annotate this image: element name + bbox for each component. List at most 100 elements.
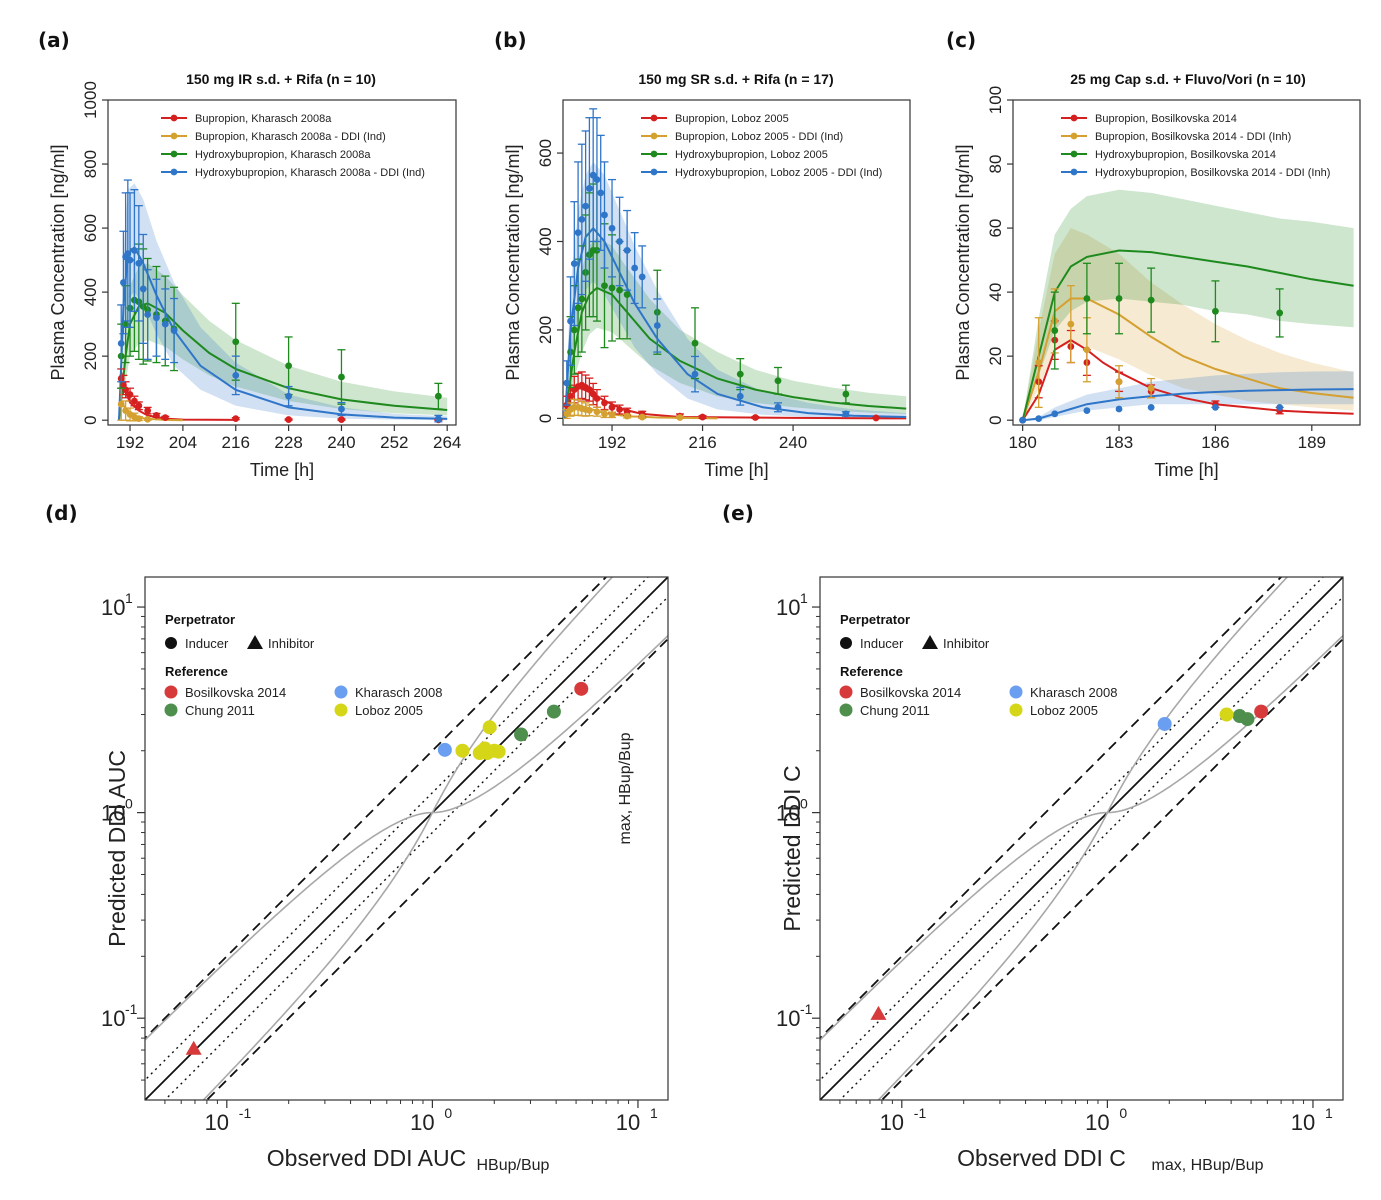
panel-a-point bbox=[232, 338, 240, 346]
panel-b-legend-label: Hydroxybupropion, Loboz 2005 - DDI (Ind) bbox=[675, 167, 882, 179]
panel-c-band-1 bbox=[1022, 228, 1354, 421]
panel-d-point-inducer bbox=[455, 743, 470, 758]
panel-b-point bbox=[563, 379, 571, 387]
panel-c-ytick-label: 20 bbox=[986, 347, 1005, 366]
panel-e-xtick-exp: 1 bbox=[1325, 1105, 1333, 1121]
panel-e-guest-upper bbox=[820, 577, 1289, 1042]
panel-b-chart: 192 216 240 0 200 400 600 Time [h] Plasma Concen… bbox=[503, 99, 911, 480]
panel-d-point-inducer bbox=[475, 743, 490, 758]
panel-c-chart: 180 183 186 189 0 20 40 60 80 100 Time [h] Plasma C… bbox=[953, 86, 1361, 480]
panel-b-point bbox=[623, 246, 631, 254]
panel-c-band-2 bbox=[1022, 189, 1354, 421]
panel-e-limit-1.25-lower bbox=[838, 595, 1343, 1100]
panel-d-xtick-exp: 1 bbox=[650, 1105, 658, 1121]
panel-d-point-inducer bbox=[514, 727, 529, 742]
panel-a-point bbox=[153, 411, 160, 419]
panel-e-xtick-exp: -1 bbox=[914, 1105, 927, 1121]
panel-a-legend-marker bbox=[170, 132, 178, 140]
panel-b-line-2 bbox=[563, 286, 907, 419]
panel-c-xtick-label: 183 bbox=[1105, 433, 1133, 452]
panel-b-legend-label: Hydroxybupropion, Loboz 2005 bbox=[675, 149, 828, 161]
panel-c-point bbox=[1115, 378, 1123, 386]
panel-e-legend-ref-label: Chung 2011 bbox=[860, 703, 930, 718]
panel-e-limit-1.25-upper bbox=[820, 577, 1325, 1082]
panel-d-ytick-exp: -1 bbox=[125, 1001, 138, 1017]
panel-a-point bbox=[285, 416, 293, 423]
panel-d-ylabel: Predicted DDI AUC bbox=[104, 750, 130, 947]
panel-e-ytick-exp: 1 bbox=[800, 590, 808, 606]
panel-d-legend-ref-label: Bosilkovska 2014 bbox=[185, 685, 286, 700]
panel-c-point bbox=[1051, 327, 1059, 334]
panel-a-point bbox=[338, 373, 345, 381]
panel-c-point bbox=[1083, 407, 1091, 414]
panel-b-legend-marker bbox=[650, 114, 658, 122]
panel-b-point bbox=[736, 370, 744, 378]
panel-d-limit-1.25-lower bbox=[163, 595, 668, 1100]
panel-e-xtick-label: 10 bbox=[1085, 1110, 1109, 1135]
panel-e-point-inducer bbox=[1157, 716, 1172, 731]
panel-a-point bbox=[126, 391, 134, 398]
panel-b-point bbox=[699, 413, 706, 421]
panel-c-point bbox=[1083, 295, 1091, 302]
panel-b-ytick-label: 0 bbox=[536, 414, 555, 423]
panel-e-ytick-exp: -1 bbox=[800, 1001, 813, 1017]
panel-d-limit-2-lower bbox=[205, 637, 668, 1100]
panel-b-title: 150 mg SR s.d. + Rifa (n = 17) bbox=[638, 71, 833, 87]
panel-a-ytick-label: 400 bbox=[81, 278, 100, 306]
panel-b-point bbox=[842, 390, 850, 398]
panel-d-xlabel: Observed DDI AUC bbox=[267, 1145, 466, 1171]
panel-c-point bbox=[1276, 309, 1284, 317]
panel-b-point bbox=[589, 390, 597, 398]
panel-d-xtick-label: 10 bbox=[616, 1110, 640, 1135]
panel-e-point-inducer bbox=[1254, 704, 1269, 719]
panel-c-point bbox=[1276, 403, 1284, 411]
panel-d-point-inducer bbox=[437, 742, 452, 757]
panel-b-point bbox=[574, 229, 582, 237]
panel-d-ytick-exp: 0 bbox=[125, 796, 133, 812]
panel-b-point bbox=[578, 295, 586, 303]
panel-e-legend-ref-marker bbox=[1009, 703, 1023, 717]
panel-b-point bbox=[676, 414, 684, 421]
panel-e-identity-line bbox=[820, 577, 1343, 1100]
panel-a-xtick-label: 240 bbox=[327, 433, 355, 452]
panel-a-point bbox=[170, 327, 178, 334]
panel-c-legend-label: Hydroxybupropion, Bosilkovska 2014 - DDI… bbox=[1095, 167, 1330, 179]
panel-b-point bbox=[597, 189, 605, 197]
panel-b-point bbox=[774, 403, 782, 411]
panel-e-ytick-exp: 0 bbox=[800, 796, 808, 812]
panel-c-point bbox=[1115, 295, 1123, 302]
panel-a-point bbox=[117, 400, 125, 408]
panel-a-point bbox=[144, 407, 152, 414]
panel-c-ytick-label: 0 bbox=[986, 415, 1005, 424]
panel-c-xtick-label: 180 bbox=[1008, 433, 1036, 452]
panel-a-xlabel: Time [h] bbox=[250, 460, 314, 480]
panel-e-legend-inhibitor-marker bbox=[922, 635, 938, 649]
panel-d-point-inducer bbox=[546, 704, 561, 719]
panel-a-point bbox=[161, 414, 169, 422]
panel-e-plot-area bbox=[820, 577, 1343, 1100]
panel-b-point bbox=[872, 414, 880, 422]
panel-b-point bbox=[638, 413, 646, 421]
panel-a-xtick-label: 228 bbox=[274, 433, 302, 452]
panel-c-legend-label: Bupropion, Bosilkovska 2014 - DDI (Inh) bbox=[1095, 131, 1291, 143]
panel-c-point bbox=[1147, 403, 1155, 411]
panel-d-legend-ref-marker bbox=[334, 685, 348, 699]
panel-b-point bbox=[586, 185, 593, 192]
panel-b-point bbox=[631, 264, 639, 272]
panel-d-limit-2-upper bbox=[145, 577, 608, 1040]
panel-c-xtick-label: 186 bbox=[1201, 433, 1229, 452]
panel-e-ylabel: Predicted DDI C bbox=[779, 765, 805, 931]
panel-d-legend-inhibitor-label: Inhibitor bbox=[268, 636, 315, 651]
panel-c-point bbox=[1212, 403, 1219, 411]
panel-d-point-inducer bbox=[574, 681, 589, 696]
panel-e-legend-ref-marker bbox=[839, 685, 853, 699]
panel-c-point bbox=[1212, 307, 1219, 315]
panel-d-legend-ref-marker bbox=[334, 703, 348, 717]
panel-b-point bbox=[570, 260, 578, 268]
panel-c-legend-marker bbox=[1070, 114, 1078, 122]
panel-c-legend-marker bbox=[1070, 132, 1078, 140]
panel-e-limit-2-lower bbox=[880, 637, 1343, 1100]
panel-b-point bbox=[608, 403, 616, 411]
